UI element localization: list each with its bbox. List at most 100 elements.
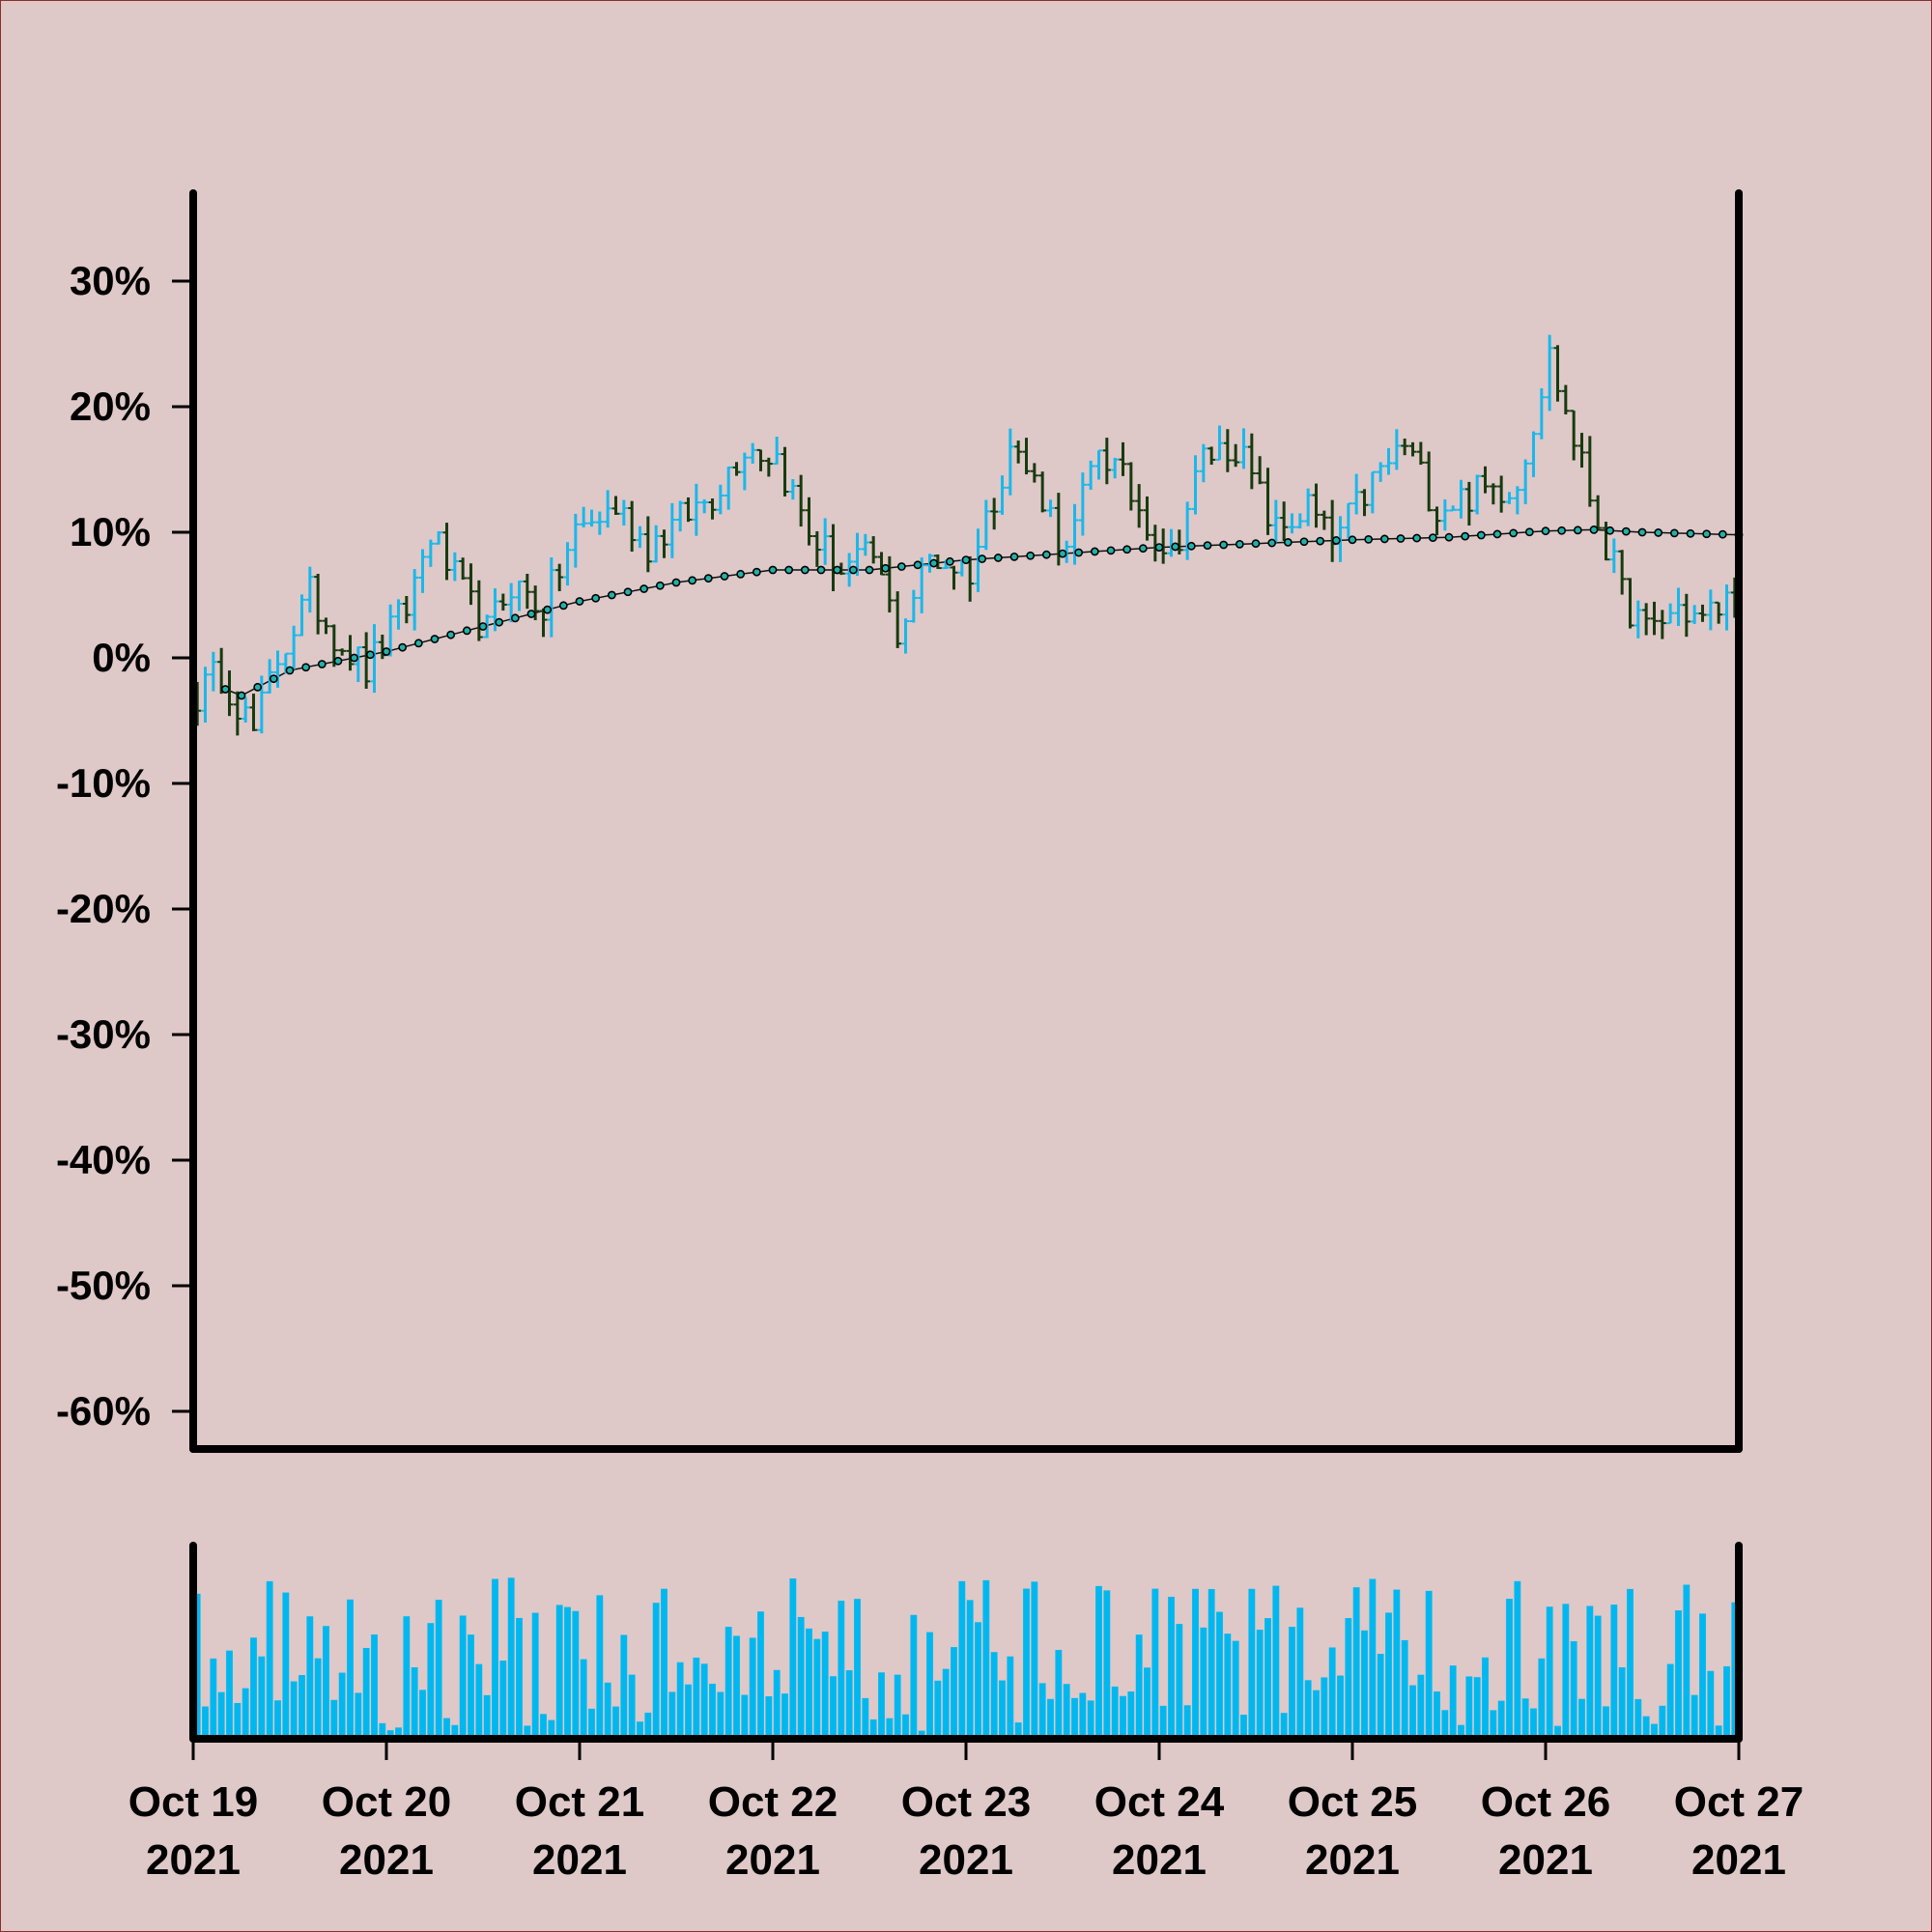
moving-average-marker bbox=[639, 584, 649, 593]
ohlc-bar bbox=[1070, 503, 1079, 565]
x-tick-label: Oct 23 bbox=[901, 1778, 1032, 1826]
volume-bar bbox=[1216, 1611, 1223, 1739]
volume-bar bbox=[1079, 1692, 1087, 1739]
ohlc-bar bbox=[829, 524, 838, 591]
volume-bar bbox=[298, 1675, 305, 1739]
volume-bar bbox=[1497, 1700, 1505, 1739]
moving-average-marker bbox=[1605, 526, 1615, 535]
volume-bar bbox=[355, 1692, 362, 1739]
volume-bar bbox=[193, 1593, 201, 1739]
volume-bar bbox=[1377, 1654, 1384, 1739]
volume-bar bbox=[741, 1694, 749, 1739]
ohlc-bar bbox=[450, 552, 459, 582]
moving-average-marker bbox=[1509, 528, 1519, 538]
volume-bar bbox=[1465, 1676, 1473, 1739]
volume-bar bbox=[290, 1681, 298, 1739]
moving-average-marker bbox=[413, 639, 423, 648]
ohlc-bar bbox=[1191, 455, 1200, 515]
volume-bar bbox=[1103, 1590, 1111, 1739]
volume-bar bbox=[226, 1650, 233, 1739]
moving-average-marker bbox=[1702, 529, 1712, 539]
volume-bar bbox=[1248, 1588, 1256, 1739]
ohlc-bar bbox=[660, 529, 668, 558]
volume-bar bbox=[700, 1663, 708, 1739]
ohlc-bar bbox=[394, 599, 403, 630]
volume-bar bbox=[1538, 1658, 1546, 1739]
ohlc-bar bbox=[1457, 479, 1465, 519]
volume-bar bbox=[507, 1577, 515, 1739]
moving-average-marker bbox=[1186, 541, 1196, 551]
ohlc-bar bbox=[1481, 466, 1490, 494]
ohlc-bar bbox=[418, 549, 427, 593]
moving-average-marker bbox=[1718, 529, 1727, 539]
moving-average-marker bbox=[1138, 544, 1148, 554]
ohlc-bar bbox=[901, 618, 910, 654]
volume-bar bbox=[1570, 1640, 1577, 1739]
moving-average-marker bbox=[1299, 537, 1309, 547]
volume-bar bbox=[1337, 1675, 1344, 1739]
y-tick-label: -10% bbox=[56, 760, 151, 806]
volume-bar bbox=[572, 1610, 580, 1739]
axes bbox=[189, 189, 1743, 1743]
y-tick-label: 20% bbox=[70, 384, 151, 429]
ohlc-bar bbox=[1183, 501, 1192, 560]
ohlc-bar bbox=[1312, 483, 1321, 528]
ohlc-bar bbox=[668, 502, 676, 558]
volume-bar bbox=[966, 1600, 974, 1739]
volume-bar bbox=[1425, 1590, 1433, 1739]
moving-average-marker bbox=[1379, 534, 1389, 544]
volume-bar bbox=[1087, 1700, 1094, 1739]
volume-bar bbox=[1409, 1685, 1416, 1739]
ohlc-bar bbox=[1634, 600, 1642, 639]
x-tick-label-year: 2021 bbox=[919, 1836, 1013, 1884]
moving-average-marker bbox=[993, 554, 1003, 562]
volume-bar bbox=[1586, 1605, 1594, 1739]
volume-bar bbox=[1023, 1588, 1030, 1739]
y-tick-label: 30% bbox=[70, 258, 151, 303]
volume-bar bbox=[1176, 1624, 1183, 1739]
moving-average-marker bbox=[655, 581, 665, 590]
y-tick-label: -20% bbox=[56, 886, 151, 931]
volume-bar bbox=[661, 1588, 668, 1739]
ohlc-bar bbox=[1722, 584, 1731, 631]
ohlc-bar bbox=[354, 646, 362, 683]
volume-bar bbox=[886, 1718, 894, 1739]
ohlc-bar bbox=[498, 593, 507, 611]
moving-average-markers bbox=[220, 526, 1744, 700]
volume-bar bbox=[1321, 1677, 1328, 1739]
moving-average-marker bbox=[1541, 526, 1550, 536]
volume-bar bbox=[1120, 1695, 1126, 1739]
volume-bar bbox=[516, 1617, 523, 1739]
x-tick-label-year: 2021 bbox=[339, 1836, 434, 1884]
volume-bar bbox=[918, 1730, 925, 1739]
ohlc-bar bbox=[684, 497, 693, 523]
ohlc-bar bbox=[474, 580, 483, 641]
ohlc-bar bbox=[1014, 440, 1023, 464]
volume-bar bbox=[926, 1632, 933, 1739]
ohlc-bar bbox=[1546, 334, 1554, 412]
volume-bar bbox=[386, 1730, 394, 1739]
volume-bar bbox=[1352, 1587, 1360, 1739]
volume-bar bbox=[1699, 1613, 1706, 1739]
volume-bar bbox=[1345, 1618, 1352, 1739]
volume-bar bbox=[266, 1580, 273, 1739]
moving-average-marker bbox=[269, 674, 278, 684]
ohlc-bar bbox=[1304, 488, 1313, 526]
ohlc-bar bbox=[918, 557, 926, 613]
volume-bar bbox=[1715, 1725, 1722, 1739]
y-tick-label: 0% bbox=[92, 635, 151, 680]
volume-bar bbox=[1666, 1663, 1674, 1739]
ohlc-bar bbox=[1006, 428, 1014, 496]
volume-bar bbox=[459, 1615, 467, 1739]
ohlc-bar bbox=[242, 696, 250, 723]
volume-bar bbox=[1659, 1705, 1666, 1739]
ohlc-bar bbox=[692, 483, 700, 536]
ohlc-bar bbox=[1666, 603, 1675, 625]
volume-bar bbox=[499, 1661, 507, 1739]
moving-average-marker bbox=[382, 647, 391, 656]
ohlc-bar bbox=[459, 557, 468, 581]
ohlc-bar bbox=[314, 574, 323, 635]
ohlc-bar bbox=[290, 625, 298, 670]
volume-bar bbox=[1328, 1647, 1336, 1739]
volume-bar bbox=[555, 1605, 563, 1739]
